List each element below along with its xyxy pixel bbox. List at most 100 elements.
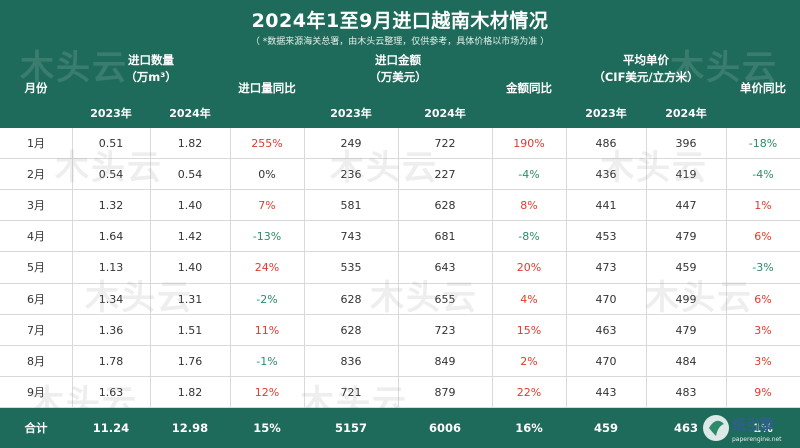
amt-2024-cell: 722 bbox=[434, 137, 456, 150]
column-divider bbox=[492, 128, 493, 408]
price-yoy-cell: 1% bbox=[754, 199, 772, 213]
header-qty-unit: （万m³） bbox=[125, 70, 177, 84]
amt-yoy-cell: 15% bbox=[516, 323, 542, 337]
qty-yoy-cell: 255% bbox=[251, 137, 283, 150]
price-2023-cell: 470 bbox=[595, 354, 617, 368]
price-yoy-cell: -3% bbox=[752, 261, 774, 275]
header-amt-2023: 2023年 bbox=[330, 107, 372, 120]
qty-2023-cell: 1.34 bbox=[98, 292, 124, 306]
qty-2024-cell: 1.40 bbox=[177, 261, 203, 275]
price-2023-cell: 470 bbox=[595, 292, 617, 306]
amt-2023-cell: 236 bbox=[340, 168, 362, 182]
price-2023-cell: 463 bbox=[595, 323, 617, 337]
amt-yoy-cell: 4% bbox=[520, 292, 538, 306]
amt-2024-cell: 723 bbox=[434, 323, 456, 337]
amt-yoy-cell: -8% bbox=[518, 230, 540, 244]
amt-2023-cell: 721 bbox=[340, 385, 362, 399]
amt-2024-cell: 643 bbox=[434, 261, 456, 275]
table-body: 1月 0.51 1.82 255% 249 722 190% 486 396 -18% 2月 0.54… bbox=[0, 128, 800, 408]
qty-yoy-cell: 24% bbox=[254, 261, 280, 275]
header-qty-yoy: 进口量同比 bbox=[238, 81, 296, 95]
column-divider bbox=[150, 128, 151, 408]
price-yoy-cell: 3% bbox=[754, 354, 772, 368]
column-divider bbox=[398, 128, 399, 408]
data-source-note: （ *数据来源海关总署，由木头云整理，仅供参考，具体价格以市场为准 ） bbox=[250, 37, 550, 47]
amt-yoy-cell: 2% bbox=[520, 354, 538, 368]
price-2023-cell: 443 bbox=[595, 385, 617, 399]
amt-2024-cell: 849 bbox=[434, 354, 456, 368]
page-title: 2024年1至9月进口越南木材情况 bbox=[251, 10, 549, 32]
table-row: 2月 0.54 0.54 0% 236 227 -4% 436 419 -4% bbox=[0, 159, 800, 191]
qty-2023-cell: 0.54 bbox=[98, 168, 124, 182]
logo-text: 纸引擎 bbox=[732, 417, 774, 434]
qty-yoy-cell: -1% bbox=[256, 354, 278, 368]
total-price-2024: 463 bbox=[673, 421, 698, 435]
total-price-2023: 459 bbox=[593, 421, 618, 435]
header-month: 月份 bbox=[24, 81, 48, 95]
amt-yoy-cell: -4% bbox=[518, 168, 540, 182]
qty-yoy-cell: -13% bbox=[252, 230, 282, 244]
total-price-yoy: 1% bbox=[753, 421, 773, 435]
month-cell: 8月 bbox=[27, 354, 45, 368]
amt-2023-cell: 836 bbox=[340, 354, 362, 368]
price-yoy-cell: 6% bbox=[754, 230, 772, 244]
qty-2023-cell: 1.32 bbox=[98, 199, 124, 213]
header-qty-2024: 2024年 bbox=[169, 107, 211, 120]
amt-2024-cell: 655 bbox=[434, 292, 456, 306]
header-amt-yoy: 金额同比 bbox=[506, 81, 552, 95]
qty-2024-cell: 1.40 bbox=[177, 199, 203, 213]
month-cell: 2月 bbox=[27, 168, 45, 182]
price-2024-cell: 479 bbox=[675, 230, 697, 244]
price-2023-cell: 436 bbox=[595, 168, 617, 182]
price-2024-cell: 484 bbox=[675, 354, 697, 368]
column-divider bbox=[230, 128, 231, 408]
total-label: 合计 bbox=[24, 421, 48, 435]
total-amt-2023: 5157 bbox=[334, 421, 367, 435]
price-2024-cell: 479 bbox=[675, 323, 697, 337]
total-qty-2023: 11.24 bbox=[92, 421, 130, 435]
amt-yoy-cell: 8% bbox=[520, 199, 538, 213]
table-row: 7月 1.36 1.51 11% 628 723 15% 463 479 3% bbox=[0, 315, 800, 346]
amt-2024-cell: 681 bbox=[434, 230, 456, 244]
table-row: 4月 1.64 1.42 -13% 743 681 -8% 453 479 6% bbox=[0, 221, 800, 253]
price-2024-cell: 396 bbox=[675, 137, 697, 150]
paper-engine-logo: 纸引擎 paperengine.net bbox=[703, 415, 782, 443]
column-divider bbox=[726, 128, 727, 408]
column-divider bbox=[72, 128, 73, 408]
month-cell: 1月 bbox=[27, 137, 45, 150]
amt-2024-cell: 879 bbox=[434, 385, 456, 399]
qty-2024-cell: 1.31 bbox=[177, 292, 203, 306]
price-2024-cell: 483 bbox=[675, 385, 697, 399]
price-2024-cell: 447 bbox=[675, 199, 697, 213]
price-yoy-cell: -4% bbox=[752, 168, 774, 182]
total-amt-yoy: 16% bbox=[515, 421, 543, 435]
month-cell: 6月 bbox=[27, 292, 45, 306]
price-2023-cell: 453 bbox=[595, 230, 617, 244]
month-cell: 9月 bbox=[27, 385, 45, 399]
price-yoy-cell: 9% bbox=[754, 385, 772, 399]
header-amt-2024: 2024年 bbox=[424, 107, 466, 120]
table-row: 6月 1.34 1.31 -2% 628 655 4% 470 499 6% bbox=[0, 284, 800, 315]
qty-2023-cell: 1.63 bbox=[98, 385, 124, 399]
header-qty-2023: 2023年 bbox=[90, 107, 132, 120]
price-2023-cell: 473 bbox=[595, 261, 617, 275]
qty-2024-cell: 1.82 bbox=[177, 385, 203, 399]
price-yoy-cell: 3% bbox=[754, 323, 772, 337]
header-price-2024: 2024年 bbox=[665, 107, 707, 120]
total-row: 合计 11.24 12.98 15% 5157 6006 16% 459 463… bbox=[0, 408, 800, 448]
qty-2023-cell: 1.36 bbox=[98, 323, 124, 337]
price-yoy-cell: -18% bbox=[748, 137, 778, 150]
amt-2024-cell: 628 bbox=[434, 199, 456, 213]
qty-2024-cell: 0.54 bbox=[177, 168, 203, 182]
qty-yoy-cell: -2% bbox=[256, 292, 278, 306]
amt-2023-cell: 535 bbox=[340, 261, 362, 275]
amt-2023-cell: 743 bbox=[340, 230, 362, 244]
header-price-unit: （CIF美元/立方米） bbox=[593, 70, 699, 84]
total-qty-2024: 12.98 bbox=[171, 421, 209, 435]
price-2024-cell: 499 bbox=[675, 292, 697, 306]
logo-subtext: paperengine.net bbox=[732, 436, 782, 443]
price-2023-cell: 486 bbox=[595, 137, 617, 150]
price-2024-cell: 419 bbox=[675, 168, 697, 182]
total-qty-yoy: 15% bbox=[253, 421, 281, 435]
table-header: 2024年1至9月进口越南木材情况 （ *数据来源海关总署，由木头云整理，仅供参… bbox=[0, 0, 800, 128]
